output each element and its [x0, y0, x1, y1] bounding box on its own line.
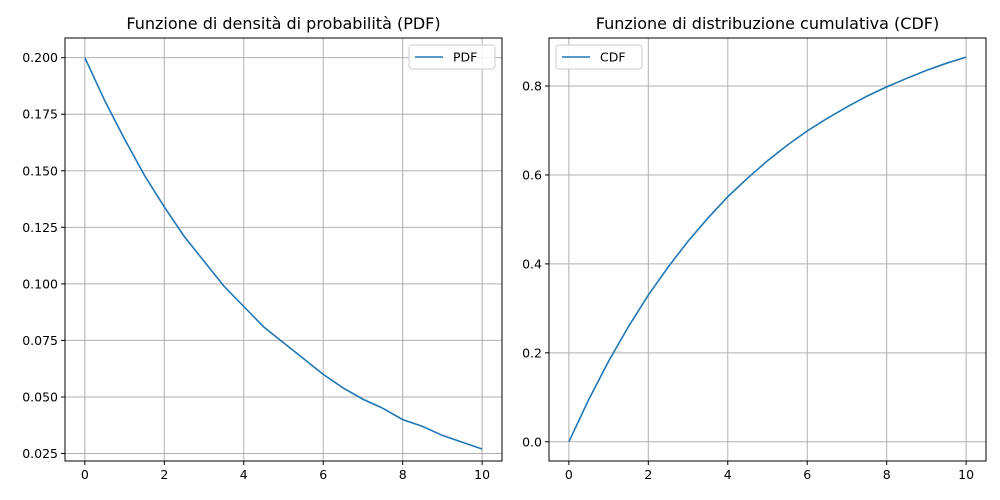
pdf-y-tick-label: 0.125: [22, 220, 58, 235]
cdf-series-line: [568, 56, 967, 443]
cdf-y-tick-label: 0.0: [522, 434, 542, 449]
cdf-x-tick-label: 2: [644, 467, 652, 482]
pdf-y-tick-label: 0.175: [22, 107, 58, 122]
cdf-axes-frame: [548, 37, 987, 462]
cdf-y-tick-label: 0.6: [522, 167, 542, 182]
pdf-y-tick-label: 0.075: [22, 333, 58, 348]
pdf-x-tick-label: 0: [81, 467, 89, 482]
cdf-legend: CDF: [555, 44, 643, 70]
pdf-legend-box: [408, 44, 496, 70]
cdf-legend-box: [555, 44, 643, 70]
pdf-title: Funzione di densità di probabilità (PDF): [126, 14, 440, 33]
pdf-y-tick-label: 0.050: [22, 389, 58, 404]
cdf-y-tick-label: 0.4: [522, 256, 542, 271]
pdf-x-tick-label: 4: [240, 467, 248, 482]
pdf-y-tick-label: 0.150: [22, 163, 58, 178]
cdf-x-tick-label: 6: [803, 467, 811, 482]
pdf-y-tick-label: 0.100: [22, 276, 58, 291]
pdf-y-tick-label: 0.025: [22, 446, 58, 461]
cdf-y-tick-label: 0.8: [522, 78, 542, 93]
pdf-chart: Funzione di densità di probabilità (PDF)…: [22, 14, 503, 482]
pdf-x-tick-label: 6: [319, 467, 327, 482]
cdf-legend-label: CDF: [600, 50, 626, 65]
pdf-x-tick-label: 10: [474, 467, 490, 482]
cdf-chart: Funzione di distribuzione cumulativa (CD…: [522, 14, 987, 482]
pdf-y-tick-label: 0.200: [22, 50, 58, 65]
pdf-legend-label: PDF: [453, 50, 477, 65]
cdf-y-tick-label: 0.2: [522, 345, 542, 360]
cdf-title: Funzione di distribuzione cumulativa (CD…: [596, 14, 939, 33]
cdf-x-tick-label: 8: [883, 467, 891, 482]
cdf-x-tick-label: 10: [958, 467, 974, 482]
pdf-series-line: [84, 57, 483, 450]
pdf-x-tick-label: 2: [160, 467, 168, 482]
pdf-axes-frame: [64, 37, 503, 462]
pdf-x-tick-label: 8: [399, 467, 407, 482]
cdf-x-tick-label: 4: [724, 467, 732, 482]
pdf-legend: PDF: [408, 44, 496, 70]
cdf-x-tick-label: 0: [565, 467, 573, 482]
